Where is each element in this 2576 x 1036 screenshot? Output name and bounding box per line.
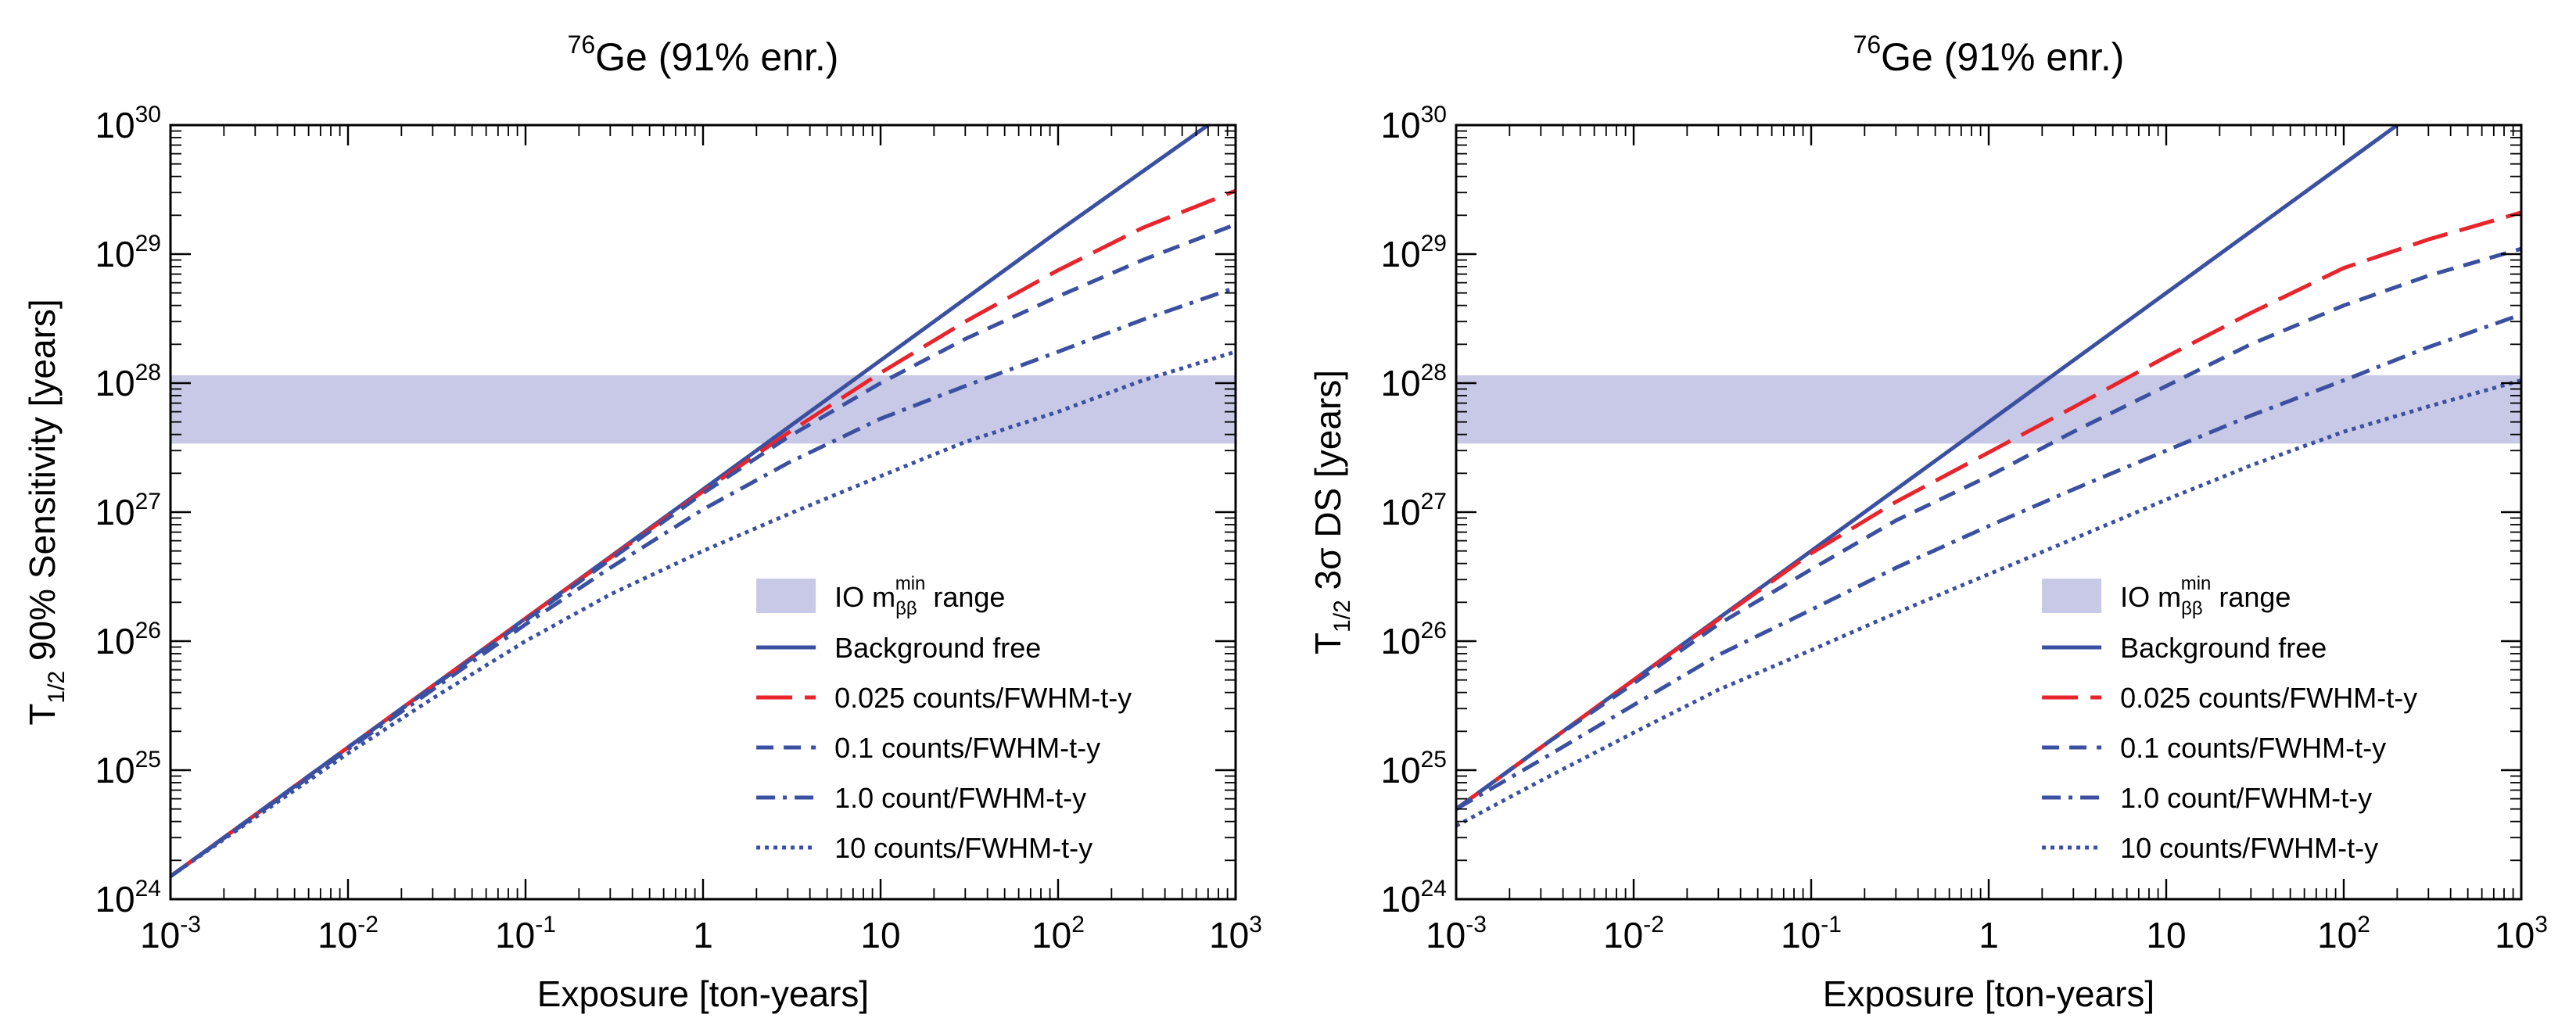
series-line-b0025 [1456,210,2521,811]
x-tick-label: 10-3 [1426,912,1487,955]
y-tick-label: 1026 [95,618,161,661]
y-tick-label: 1030 [1380,102,1447,145]
legend-label-b10: 10 counts/FWHM-t-y [2120,832,2378,864]
x-tick-label: 10-1 [1781,912,1842,955]
x-tick-label: 1 [693,915,713,955]
chart-panel-2: 10-3 10-2 10-1 1 10 102 103 1024 1025 1026 1027 102… [1308,30,2548,1014]
chart-title: 76Ge (91% enr.) [1853,30,2125,79]
legend-label-b0025: 0.025 counts/FWHM-t-y [2120,682,2417,714]
y-tick-label: 1030 [95,102,161,145]
y-tick-label: 1029 [95,231,161,274]
y-tick-label: 1029 [1380,231,1447,274]
x-tick-label: 102 [2317,912,2370,955]
legend-label-bf: Background free [2120,632,2327,664]
x-tick-label: 10-2 [318,912,379,955]
x-axis-title: Exposure [ton-years] [537,973,869,1014]
legend: IO mββmin range Background free 0.025 coun… [756,573,1132,864]
series-line-b0025 [170,188,1236,878]
x-tick-label: 10-2 [1603,912,1664,955]
series-group [1456,125,2521,828]
series-line-b01 [170,222,1236,878]
x-axis-title: Exposure [ton-years] [1823,973,2154,1014]
io-range-band [1456,375,2521,444]
series-group [170,125,1236,878]
y-tick-label: 1024 [1380,876,1447,919]
y-tick-label: 1028 [1380,360,1447,403]
x-tick-label: 103 [2495,912,2548,955]
y-axis-title: T1/2 3σ DS [years] [1308,370,1355,654]
legend-label-b01: 0.1 counts/FWHM-t-y [2120,732,2386,764]
x-tick-label: 102 [1031,912,1085,955]
legend: IO mββmin range Background free 0.025 coun… [2042,573,2417,864]
y-tick-label: 1028 [95,360,161,403]
legend-label-b01: 0.1 counts/FWHM-t-y [834,732,1100,764]
y-tick-label: 1026 [1380,618,1447,661]
legend-label-band: IO mββmin range [834,573,1005,619]
x-tick-label: 10-1 [495,912,556,955]
x-tick-label: 10 [860,915,900,955]
legend-swatch-band [2042,579,2102,613]
legend-label-b10: 10 counts/FWHM-t-y [834,832,1092,864]
legend-label-band: IO mββmin range [2120,573,2291,619]
legend-label-bf: Background free [834,632,1041,664]
x-tick-label: 10 [2146,915,2186,955]
y-tick-label: 1025 [95,747,161,790]
chart-panel-1: 10-3 10-2 10-1 1 10 102 103 1024 1025 1026 1027 102… [22,30,1262,1014]
io-range-band [170,375,1236,444]
y-tick-label: 1025 [1380,747,1447,790]
legend-label-b0025: 0.025 counts/FWHM-t-y [834,682,1132,714]
series-line-b01 [1456,246,2521,811]
legend-swatch-band [756,579,816,613]
x-tick-label: 1 [1979,915,1999,955]
legend-label-b1: 1.0 count/FWHM-t-y [2120,782,2372,814]
series-line-b1 [1456,312,2521,811]
series-line-b10 [1456,378,2521,828]
y-tick-label: 1024 [95,876,161,919]
series-line-b1 [170,285,1236,878]
x-tick-label: 10-3 [140,912,201,955]
legend-label-b1: 1.0 count/FWHM-t-y [834,782,1086,814]
x-tick-label: 103 [1209,912,1262,955]
y-tick-label: 1027 [1380,489,1447,532]
y-axis-title: T1/2 90% Sensitivity [years] [22,299,70,725]
series-line-b10 [170,350,1236,878]
y-tick-label: 1027 [95,489,161,532]
chart-title: 76Ge (91% enr.) [568,30,839,79]
